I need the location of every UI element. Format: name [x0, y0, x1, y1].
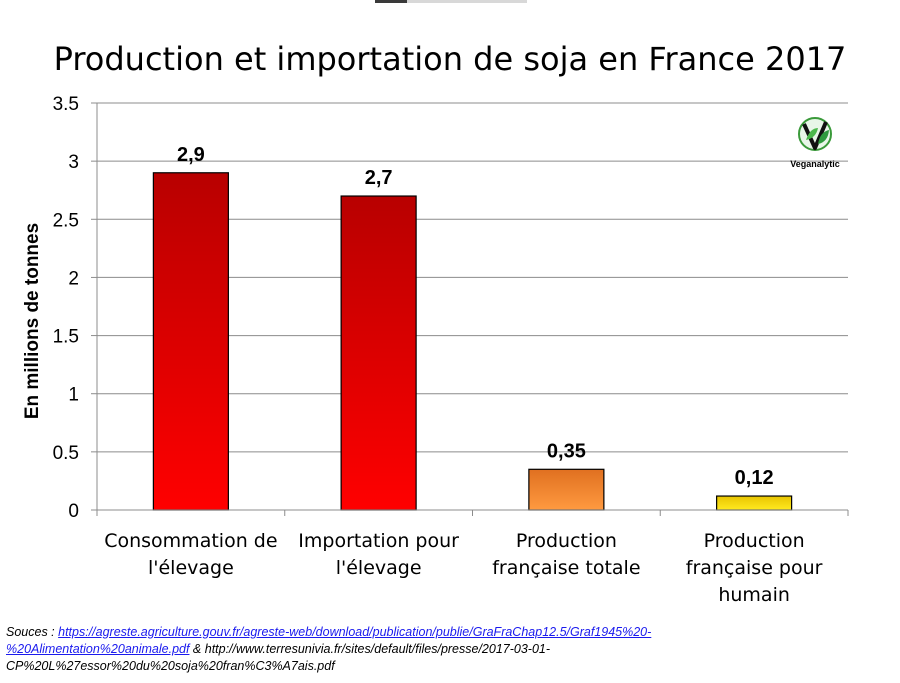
y-tick-label: 3.5: [53, 94, 79, 115]
v-leaf-logo-icon: [798, 117, 832, 151]
x-tick-label: Importation pour: [298, 530, 459, 552]
y-tick-label: 1: [68, 385, 79, 406]
agreste-link-line2: %20Alimentation%20animale.pdf: [6, 642, 190, 656]
sources-note: Souces : https://agreste.agriculture.gou…: [6, 624, 886, 675]
y-tick-label: 3: [68, 152, 79, 173]
x-tick-label: l'élevage: [148, 557, 234, 579]
x-tick-label: humain: [718, 584, 790, 606]
slide-top-mark-dark: [375, 0, 407, 3]
data-label: 0,35: [547, 440, 586, 462]
x-tick-label: Consommation de: [104, 530, 277, 552]
veganalytic-logo: Veganalytic: [784, 116, 846, 176]
y-tick-label: 0.5: [53, 443, 79, 464]
data-label: 2,7: [365, 167, 393, 189]
y-tick-label: 2: [68, 268, 79, 289]
bar: [340, 195, 417, 511]
y-tick-label: 0: [68, 501, 79, 522]
x-tick-label: Production: [516, 530, 617, 552]
x-tick-label: l'élevage: [336, 557, 422, 579]
bar: [716, 495, 793, 511]
y-tick-label: 2.5: [53, 210, 79, 231]
logo-text: Veganalytic: [790, 159, 840, 169]
x-tick-label: Production: [704, 530, 805, 552]
sources-prefix: Souces :: [6, 625, 59, 639]
terresunivia-source: & http://www.terresunivia.fr/sites/defau…: [189, 642, 551, 656]
chart-title: Production et importation de soja en Fra…: [53, 40, 847, 78]
y-tick-label: 1.5: [53, 327, 79, 348]
agreste-source-link[interactable]: https://agreste.agriculture.gouv.fr/agre…: [6, 625, 651, 656]
terresunivia-source-cont: CP%20L%27essor%20du%20soja%20fran%C3%A7a…: [6, 659, 335, 673]
agreste-link-line1: https://agreste.agriculture.gouv.fr/agre…: [58, 625, 652, 639]
y-axis-label: En millions de tonnes: [22, 222, 43, 420]
bar: [152, 172, 229, 511]
bar: [528, 468, 605, 511]
data-label: 2,9: [177, 144, 205, 166]
x-tick-label: française pour: [686, 557, 823, 579]
x-tick-label: française totale: [492, 557, 640, 579]
slide-top-mark: [375, 0, 527, 3]
data-label: 0,12: [735, 467, 774, 489]
